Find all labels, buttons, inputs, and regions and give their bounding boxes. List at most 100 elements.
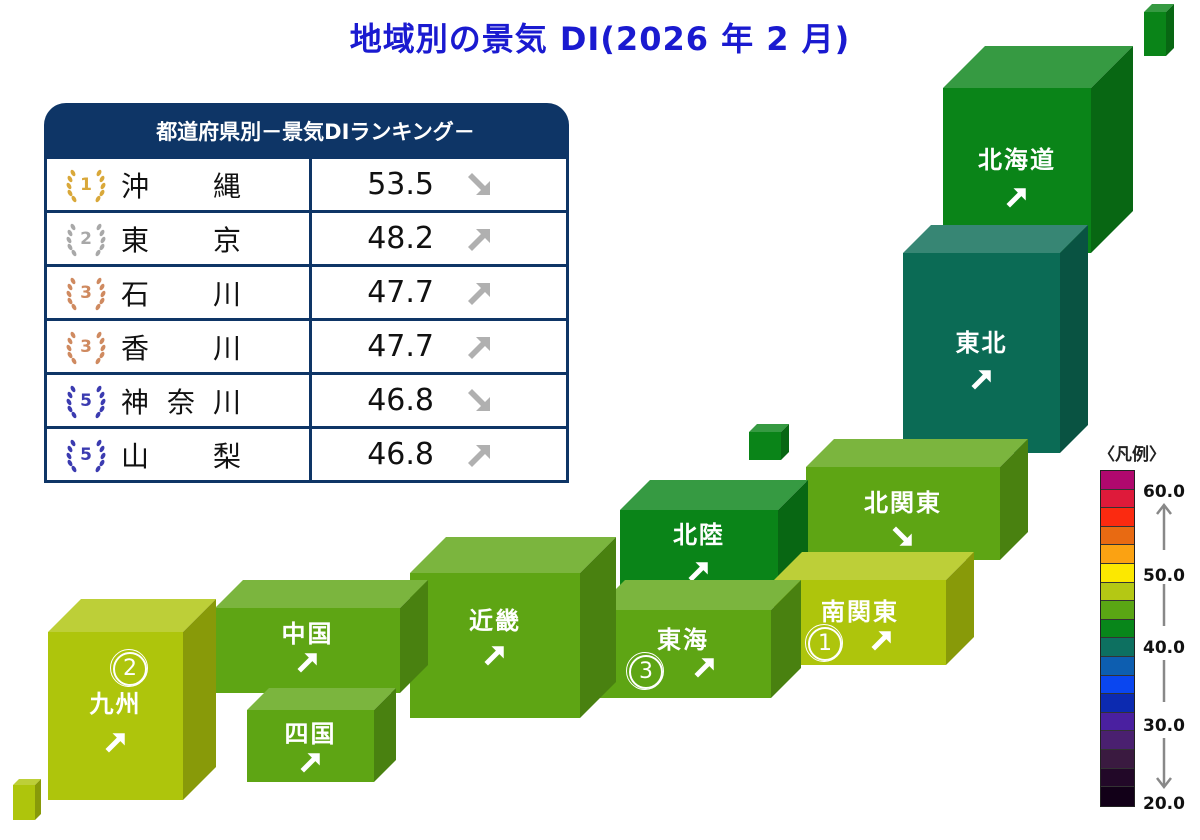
pref-char: 東 [121,223,150,257]
prefecture-cell: 5 神奈川 [47,375,309,426]
region-block-kyushu: 九州 2 [48,599,216,800]
trend-up-arrow-icon [868,626,896,658]
prefecture-name: 香川 [121,327,241,367]
island-block-islet_n [1144,4,1174,56]
pref-char: 梨 [212,439,241,473]
trend-up-arrow-icon [1003,183,1031,215]
legend-swatch [1101,526,1134,546]
island-block-islet_m [749,424,789,460]
trend-down-arrow-icon [464,385,496,417]
prefecture-name: 石川 [121,273,241,313]
pref-char: 京 [212,223,241,257]
region-label: 南関東 [821,598,899,626]
prefecture-name: 山梨 [121,435,241,475]
prefecture-name: 沖縄 [121,165,241,205]
ranking-row: 3 香川 47.7 [47,321,566,372]
prefecture-cell: 3 石川 [47,267,309,318]
legend-swatch [1101,601,1134,620]
blue-laurel-medal-icon: 5 [61,381,111,421]
rank-circle-number: 3 [639,659,653,684]
rank-circle-number: 2 [123,656,137,681]
silver-laurel-medal-icon: 2 [61,219,111,259]
value-cell: 46.8 [312,429,566,480]
trend-up-arrow-icon [481,641,509,673]
prefecture-name: 東京 [121,219,241,259]
trend-up-arrow-icon [297,748,325,780]
rank-circle-badge: 1 [805,624,843,662]
rank-number: 3 [80,336,92,357]
trend-up-arrow-icon [464,277,496,309]
di-value: 47.7 [367,275,434,310]
legend-swatch [1101,471,1134,490]
legend-swatch [1101,675,1134,695]
legend-tick-40: 40.0 [1143,638,1185,658]
ranking-row: 1 沖縄 53.5 [47,159,566,210]
di-value: 53.5 [367,167,434,202]
legend-title: 〈凡例〉 [1098,445,1166,465]
region-label: 近畿 [469,607,521,635]
region-block-tokai: 東海 3 [595,580,801,698]
legend-tick-50: 50.0 [1143,566,1185,586]
bronze-laurel-medal-icon: 3 [61,327,111,367]
region-block-shikoku: 四国 [247,688,396,782]
gold-laurel-medal-icon: 1 [61,165,111,205]
legend-swatch [1101,731,1134,750]
pref-char: 奈 [166,385,195,419]
value-cell: 46.8 [312,375,566,426]
region-label: 四国 [284,720,337,748]
value-cell: 47.7 [312,321,566,372]
region-label: 九州 [89,690,142,718]
rank-circle-badge: 2 [110,649,148,687]
rank-number: 1 [80,174,92,195]
pref-char: 川 [212,277,241,311]
rank-number: 2 [80,228,92,249]
pref-char: 石 [121,277,150,311]
region-block-tohoku: 東北 [903,225,1088,453]
trend-down-arrow-icon [464,169,496,201]
trend-up-arrow-icon [691,653,719,685]
prefecture-cell: 3 香川 [47,321,309,372]
trend-up-arrow-icon [685,557,713,589]
region-label: 北陸 [673,521,725,549]
trend-up-arrow-icon [464,223,496,255]
ranking-row: 2 東京 48.2 [47,213,566,264]
prefecture-name: 神奈川 [121,381,241,421]
ranking-row: 5 山梨 46.8 [47,429,566,480]
legend-swatch [1101,694,1134,713]
region-label: 東北 [955,329,1008,357]
prefecture-cell: 2 東京 [47,213,309,264]
bronze-laurel-medal-icon: 3 [61,273,111,313]
page-title: 地域別の景気 DI(2026 年 2 月) [349,20,851,58]
legend-swatch [1101,563,1134,583]
pref-char: 縄 [212,169,241,203]
rank-circle-badge: 3 [626,652,664,690]
trend-down-arrow-icon [889,523,917,555]
prefecture-cell: 5 山梨 [47,429,309,480]
legend-swatch [1101,787,1134,806]
blue-laurel-medal-icon: 5 [61,435,111,475]
pref-char: 神 [121,385,150,419]
region-block-kinki: 近畿 [410,537,616,718]
trend-up-arrow-icon [464,331,496,363]
legend-swatch [1101,489,1134,509]
ranking-header: 都道府県別－景気DIランキング－ [44,103,569,159]
legend-color-scale [1100,470,1135,807]
legend-swatch [1101,638,1134,657]
pref-char: 川 [212,385,241,419]
legend-tick-60: 60.0 [1143,482,1185,502]
value-cell: 47.7 [312,267,566,318]
legend-swatch [1101,749,1134,769]
trend-up-arrow-icon [294,648,322,680]
di-value: 48.2 [367,221,434,256]
value-cell: 48.2 [312,213,566,264]
ranking-table: 都道府県別－景気DIランキング－ 1 沖縄 53.5 2 東京 48.2 3 石… [44,103,569,483]
legend-swatch [1101,656,1134,676]
region-label: 北関東 [864,489,942,517]
rank-number: 5 [80,444,92,465]
legend-swatch [1101,768,1134,788]
region-label: 中国 [281,620,334,648]
region-block-kita_kanto: 北関東 [806,439,1028,560]
ranking-row: 3 石川 47.7 [47,267,566,318]
legend-swatch [1101,508,1134,527]
di-value: 46.8 [367,383,434,418]
